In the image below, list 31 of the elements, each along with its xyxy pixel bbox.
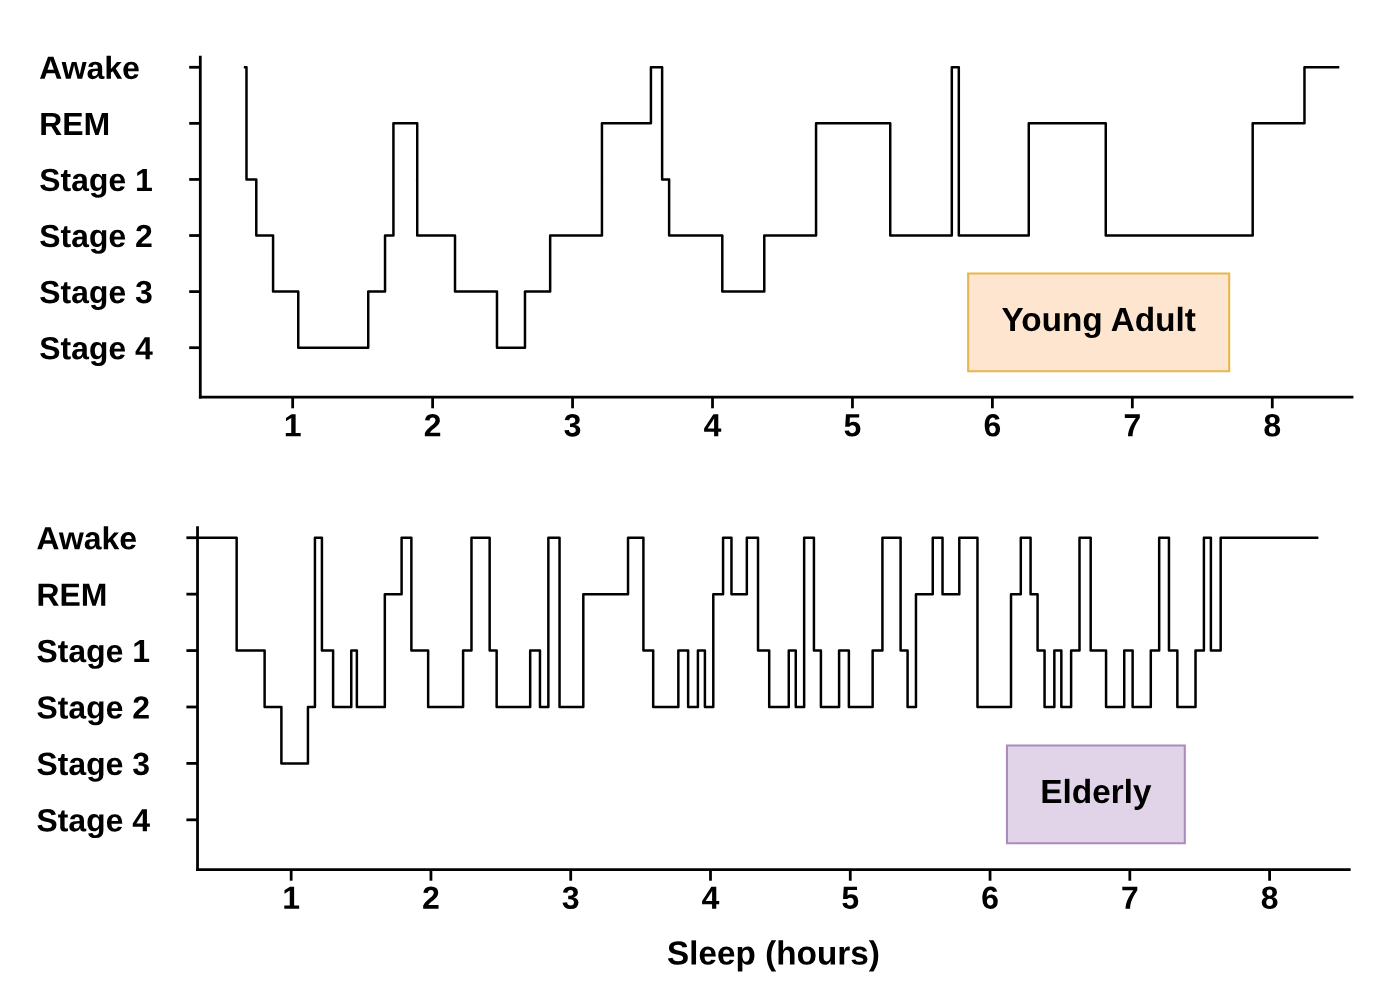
category-label: Stage 1 — [40, 168, 152, 198]
x-tick-label: 6 — [982, 886, 998, 910]
x-tick-label: 3 — [564, 414, 581, 437]
x-tick-label: 1 — [284, 886, 300, 909]
x-tick-label: 5 — [844, 414, 861, 437]
category-label: Stage 4 — [37, 809, 150, 839]
annotation: Elderly — [1042, 778, 1152, 810]
x-tick-label: 7 — [1122, 886, 1138, 909]
category-label: Awake — [39, 55, 139, 80]
category-label: Stage 2 — [40, 224, 152, 254]
x-tick-label: 8 — [1264, 414, 1281, 437]
x-axis-title: Sleep (hours) — [667, 940, 879, 972]
category-label: Stage 4 — [40, 336, 153, 366]
x-tick-label: 4 — [704, 414, 722, 437]
x-tick-label: 2 — [424, 414, 441, 437]
x-tick-label: 3 — [562, 886, 579, 910]
annotation: Young Adult — [1002, 306, 1196, 338]
x-tick-label: 7 — [1124, 414, 1140, 437]
x-tick-label: 8 — [1261, 886, 1278, 910]
x-tick-label: 1 — [285, 414, 301, 437]
x-tick-label: 4 — [702, 886, 720, 909]
category-label: REM — [41, 112, 109, 135]
category-label: Stage 3 — [37, 752, 149, 782]
category-label: Stage 1 — [37, 639, 150, 669]
category-label: Stage 2 — [37, 696, 149, 726]
x-tick-label: 6 — [984, 414, 1001, 437]
x-tick-label: 2 — [423, 886, 439, 909]
category-label: REM — [38, 583, 106, 606]
category-label: Awake — [37, 526, 136, 550]
x-tick-label: 5 — [842, 886, 859, 910]
category-label: Stage 3 — [40, 280, 152, 310]
